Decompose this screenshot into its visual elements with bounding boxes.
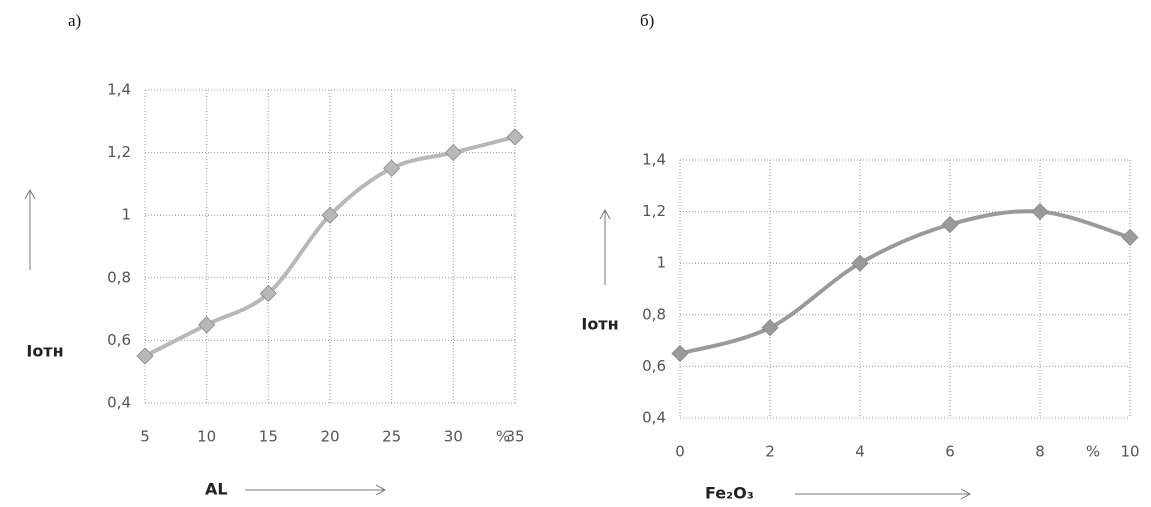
point-marker [136,347,154,365]
point-marker [1031,203,1049,221]
series-line [679,209,1131,356]
x-unit: % [1086,443,1100,461]
point-marker [198,316,216,334]
x-tick-label: 20 [320,428,339,446]
y-tick-label: 1,2 [642,202,666,220]
y-tick-label: 0,8 [642,305,666,323]
x-tick-label: 10 [197,428,216,446]
x-tick-label: 5 [140,428,150,446]
y-tick-label: 1,2 [107,143,131,161]
y-tick-label: 1,4 [107,81,131,99]
y-tick-label: 0,6 [107,331,131,349]
y-axis-label: Iотн [26,342,63,361]
point-marker [941,215,959,234]
panel-label: а) [68,11,81,30]
x-tick-label: 35 [505,428,524,446]
y-tick-label: 1 [121,206,131,224]
x-tick-label: 8 [1035,443,1045,461]
x-tick-label: 0 [675,443,685,461]
y-axis-label: Iотн [581,315,618,334]
x-tick-label: 6 [945,443,955,461]
point-marker [383,159,401,177]
x-arrow [795,488,972,500]
x-tick-label: 15 [259,428,278,446]
y-arrow [24,188,36,270]
x-unit: % [496,428,510,446]
point-marker [671,344,689,363]
y-arrow [599,208,611,285]
x-axis-label: AL [205,480,228,499]
y-tick-label: 1,4 [642,151,666,169]
x-axis-label: Fe₂O₃ [705,484,754,503]
x-tick-label: 25 [382,428,401,446]
point-marker [506,128,524,146]
point-marker [321,206,339,224]
y-tick-label: 1 [656,254,666,272]
x-tick-label: 2 [765,443,775,461]
x-tick-label: 10 [1120,443,1139,461]
point-marker [851,254,869,272]
x-tick-label: 4 [855,443,865,461]
point-marker [1121,228,1139,246]
point-marker [761,319,779,337]
x-tick-label: 30 [444,428,463,446]
y-tick-label: 0,6 [642,357,666,375]
y-tick-label: 0,8 [107,268,131,286]
y-tick-label: 0,4 [642,409,666,427]
x-arrow [245,484,387,496]
point-marker [444,144,462,162]
y-tick-label: 0,4 [107,394,131,412]
point-marker [259,284,277,303]
panel-label: б) [640,11,654,30]
